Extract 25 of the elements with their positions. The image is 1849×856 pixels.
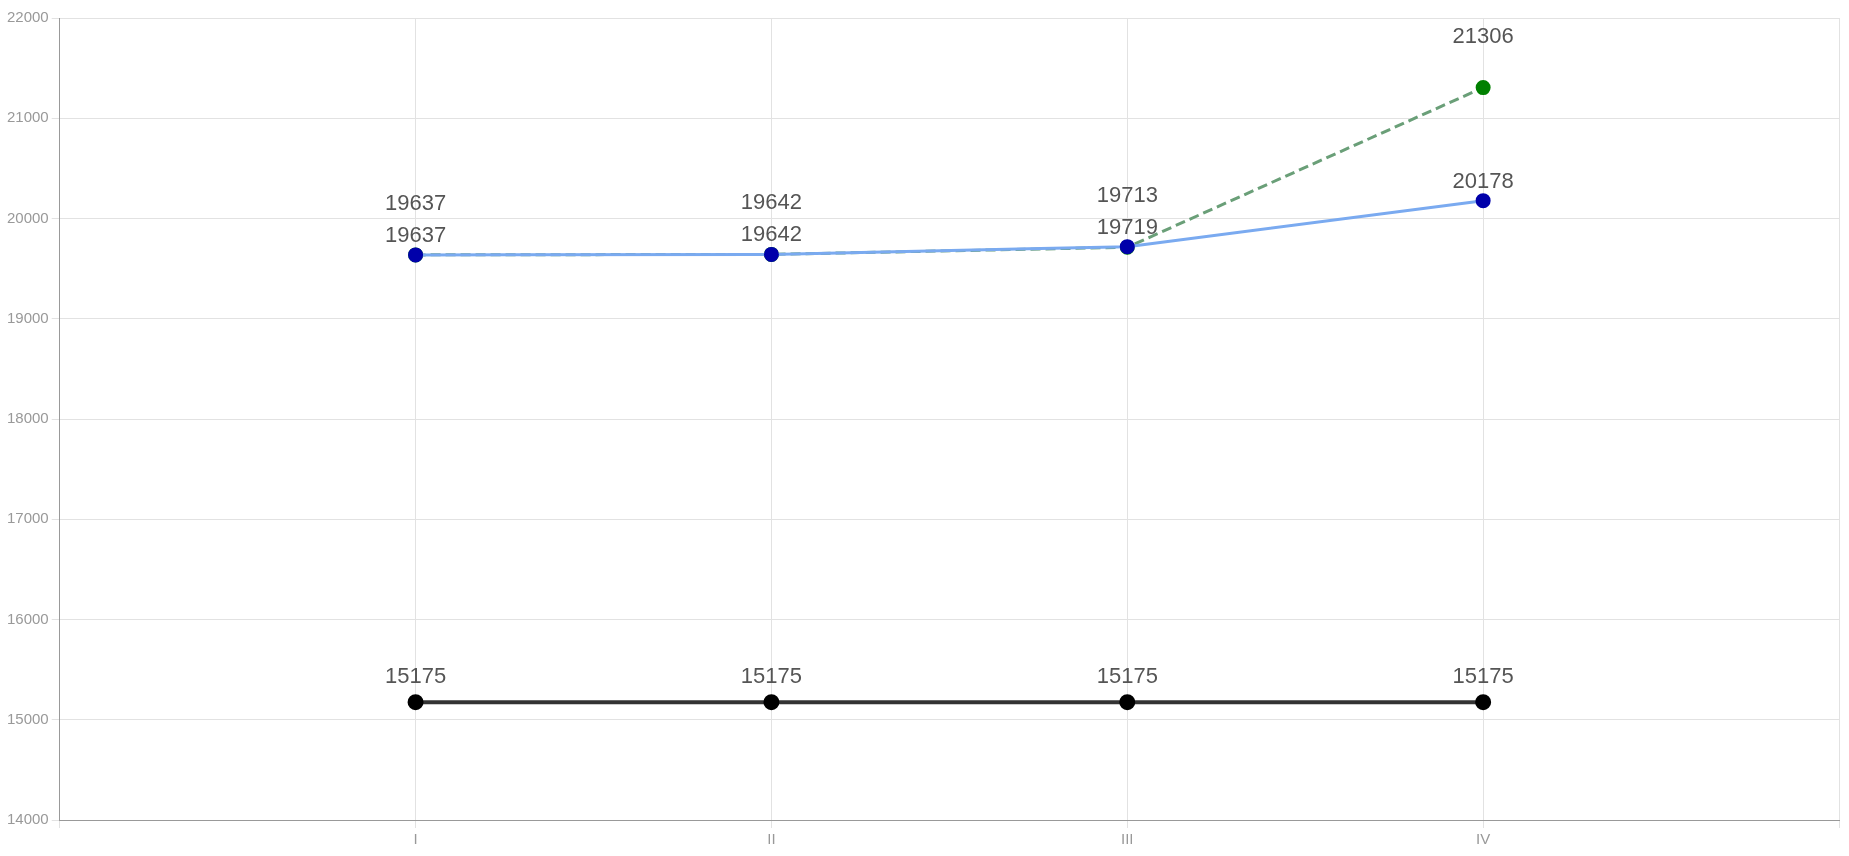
data-label: 21306 [1452, 22, 1514, 48]
x-tick-label: IV [1476, 830, 1491, 848]
y-tick-label: 15000 [6, 709, 49, 727]
y-tick-label: 22000 [6, 8, 49, 26]
data-label: 19642 [740, 221, 803, 247]
data-label: 15175 [740, 663, 803, 689]
data-label: 15175 [1096, 663, 1158, 689]
y-tick-label: 16000 [6, 609, 49, 627]
data-label: 19637 [384, 221, 447, 247]
y-tick-label: 21000 [6, 108, 49, 126]
data-label: 19642 [740, 189, 803, 215]
data-label: 19637 [384, 189, 447, 215]
y-tick-label: 14000 [6, 810, 49, 828]
x-tick-label: II [767, 830, 776, 848]
x-tick-label: I [413, 830, 418, 848]
x-tick-label: III [1121, 830, 1134, 848]
y-tick-label: 20000 [6, 208, 49, 226]
data-label: 19719 [1096, 213, 1158, 239]
data-label: 19713 [1096, 182, 1158, 208]
y-tick-label: 17000 [6, 509, 49, 527]
y-tick-label: 18000 [6, 409, 49, 427]
y-tick-label: 19000 [6, 308, 49, 326]
data-label: 15175 [384, 663, 447, 689]
data-label: 15175 [1452, 663, 1514, 689]
data-label: 20178 [1452, 167, 1514, 193]
